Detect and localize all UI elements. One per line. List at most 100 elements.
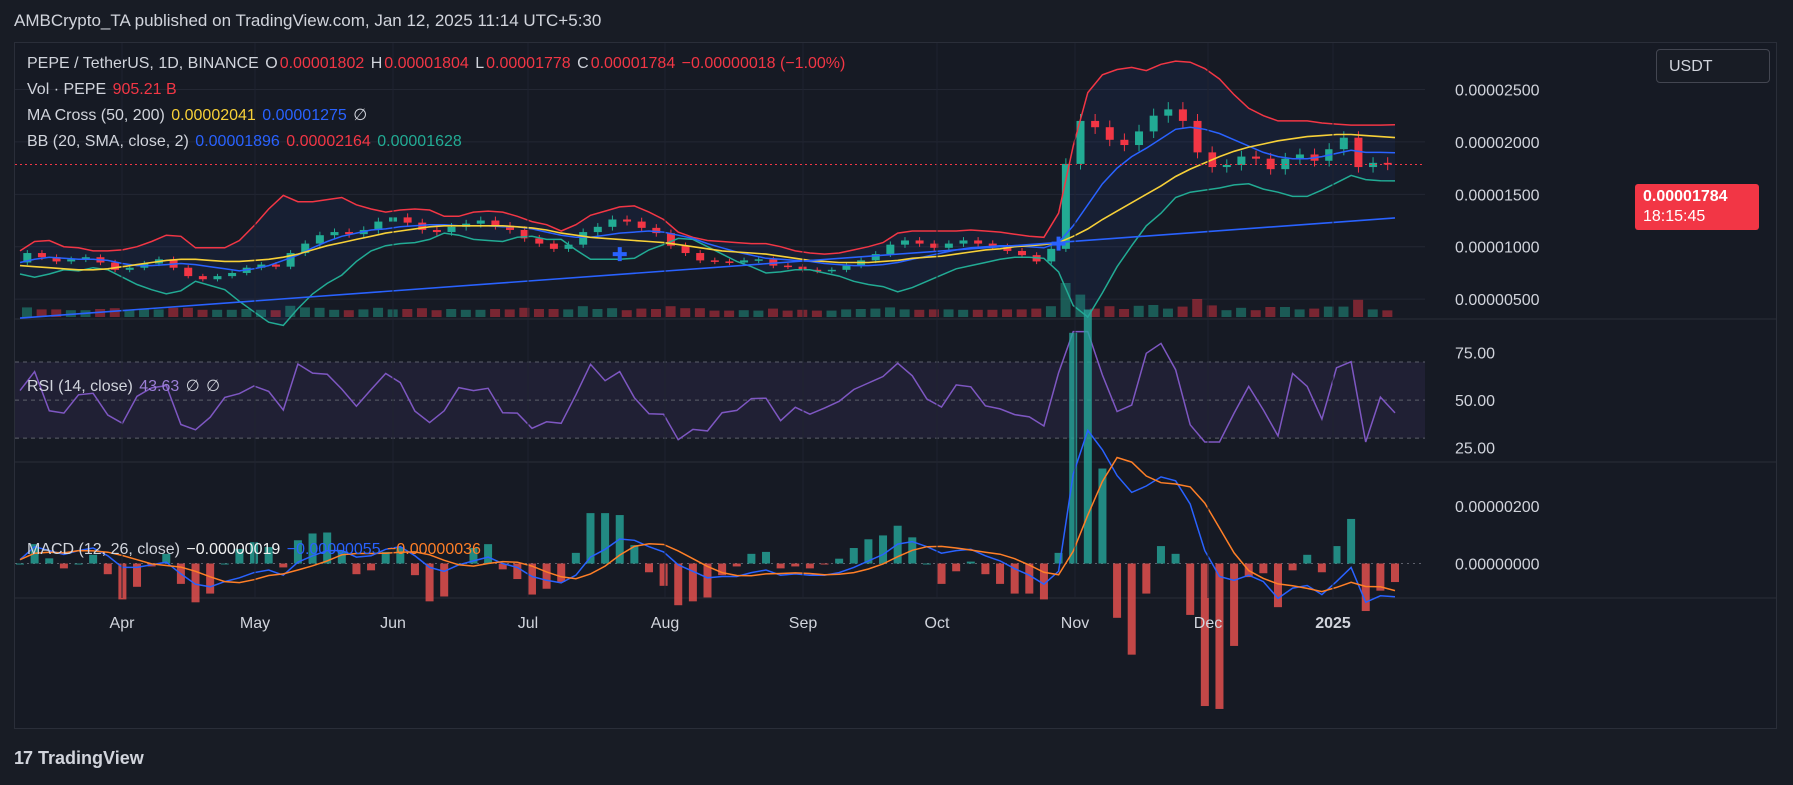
- macd-histogram-bar: [367, 563, 376, 571]
- candle-body: [1369, 162, 1378, 168]
- volume-bar: [709, 310, 720, 317]
- ma200-line: [19, 217, 1396, 319]
- macd-histogram-bar: [498, 563, 507, 570]
- macd-histogram-bar: [45, 558, 54, 564]
- macd-histogram-bar: [250, 542, 259, 564]
- macd-histogram-bar: [864, 539, 873, 564]
- volume-bar: [1338, 306, 1349, 317]
- candle-body: [900, 240, 909, 245]
- tradingview-logo[interactable]: 17 TradingView: [14, 748, 144, 769]
- volume-bar: [1045, 306, 1056, 317]
- macd-histogram-bar: [191, 563, 200, 603]
- low-value: 0.00001778: [486, 55, 571, 72]
- volume-bar: [1075, 294, 1086, 317]
- time-tick-label: Apr: [110, 615, 136, 632]
- volume-bar: [914, 309, 925, 317]
- volume-bar: [226, 309, 237, 317]
- volume-bar: [139, 309, 150, 317]
- rsi-legend: RSI (14, close) 43.63 ∅ ∅: [27, 377, 222, 397]
- candle-body: [67, 259, 76, 262]
- rsi-line: [19, 330, 1396, 443]
- macd-histogram-bar: [966, 561, 975, 564]
- open-value: 0.00001802: [279, 55, 365, 72]
- price-tick-label: 0.00000500: [1455, 292, 1540, 309]
- volume-value: 905.21 B: [112, 81, 177, 98]
- macd-histogram-bar: [791, 563, 800, 567]
- volume-bar: [270, 310, 281, 317]
- macd-histogram-bar: [1171, 553, 1180, 564]
- candle-body: [535, 238, 544, 244]
- volume-bar: [1016, 309, 1027, 317]
- hidden-icon[interactable]: ∅: [353, 107, 368, 124]
- volume-bar: [724, 310, 735, 317]
- rsi-label[interactable]: RSI (14, close): [27, 378, 133, 395]
- last-price-badge: 0.00001784 18:15:45: [1635, 184, 1759, 230]
- volume-bar: [475, 309, 486, 317]
- candle-body: [1164, 109, 1173, 116]
- macd-histogram-bar: [1347, 518, 1356, 564]
- volume-bar: [256, 309, 267, 317]
- macd-histogram-bar: [74, 563, 83, 565]
- macd-histogram-bar: [1083, 309, 1092, 564]
- volume-bar: [1236, 307, 1247, 317]
- volume-bar: [212, 309, 223, 317]
- rsi-tick-label: 50.00: [1455, 393, 1495, 410]
- volume-bar: [1382, 310, 1393, 317]
- volume-bar: [153, 309, 164, 317]
- macd-histogram-bar: [1288, 563, 1297, 571]
- macd-histogram-bar: [732, 563, 741, 567]
- volume-bar: [460, 309, 471, 317]
- candle-body: [403, 217, 412, 223]
- macd-histogram-bar: [996, 563, 1005, 584]
- chart-canvas[interactable]: 0.00002500 0.00002000 0.00001500 0.00001000…: [15, 43, 1777, 729]
- volume-bar: [1279, 307, 1290, 317]
- bb-upper-line: [19, 60, 1396, 255]
- bb-label[interactable]: BB (20, SMA, close, 2): [27, 133, 189, 150]
- volume-bar: [621, 310, 632, 317]
- volume-bar: [1002, 309, 1013, 317]
- time-tick-label: May: [240, 615, 270, 632]
- volume-bar: [1323, 306, 1334, 317]
- volume-bar: [1353, 299, 1364, 317]
- macd-tick-label: 0.00000000: [1455, 557, 1540, 574]
- macd-histogram-bar: [381, 551, 390, 564]
- rsi-value: 43.63: [139, 378, 180, 395]
- rsi-hidden-icon-1[interactable]: ∅: [185, 378, 200, 395]
- candle-body: [491, 220, 500, 226]
- chart-frame[interactable]: 0.00002500 0.00002000 0.00001500 0.00001000…: [14, 42, 1777, 729]
- macd-label[interactable]: MACD (12, 26, close): [27, 541, 180, 558]
- volume-bar: [314, 307, 325, 317]
- macd-histogram-bar: [425, 563, 434, 602]
- symbol-name[interactable]: PEPE / TetherUS, 1D, BINANCE: [27, 55, 259, 72]
- volume-bar: [358, 309, 369, 317]
- macd-histogram-bar: [1186, 563, 1195, 615]
- bar-countdown: 18:15:45: [1643, 208, 1706, 225]
- low-label: L: [475, 55, 485, 72]
- volume-bar: [826, 310, 837, 317]
- macd-histogram-bar: [1156, 546, 1165, 564]
- high-label: H: [370, 55, 383, 72]
- candle-body: [476, 220, 485, 224]
- ma-cross-marker: [612, 247, 627, 262]
- macd-histogram-bar: [1230, 563, 1239, 646]
- macd-histogram-bar: [1259, 563, 1268, 574]
- macd-histogram-bar: [59, 563, 68, 569]
- currency-button[interactable]: USDT: [1656, 49, 1770, 83]
- volume-bar: [1206, 305, 1217, 317]
- macd-histogram-bar: [674, 563, 683, 606]
- macd-histogram-bar: [820, 563, 829, 565]
- price-tick-label: 0.00001000: [1455, 240, 1540, 257]
- ma-cross-label[interactable]: MA Cross (50, 200): [27, 107, 165, 124]
- macd-histogram-bar: [1098, 468, 1107, 564]
- symbol-legend: PEPE / TetherUS, 1D, BINANCE O 0.00001802…: [27, 54, 847, 74]
- ma-cross-marker: [1051, 236, 1066, 251]
- volume-bar: [870, 308, 881, 317]
- candle-body: [432, 229, 441, 233]
- volume-label[interactable]: Vol · PEPE: [27, 81, 107, 98]
- high-value: 0.00001804: [384, 55, 469, 72]
- volume-bar: [650, 309, 661, 317]
- candle-body: [593, 226, 602, 233]
- rsi-hidden-icon-2[interactable]: ∅: [206, 378, 221, 395]
- macd-histogram-bar: [1025, 563, 1034, 594]
- time-tick-label: 2025: [1315, 615, 1351, 632]
